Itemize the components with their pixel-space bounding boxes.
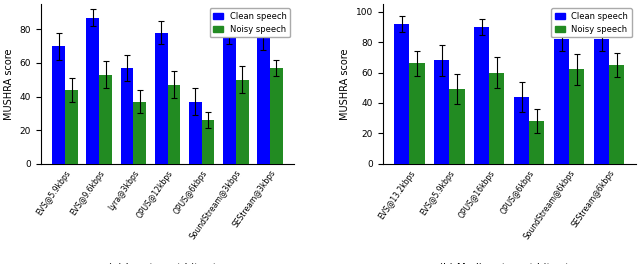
Bar	[65, 90, 78, 164]
Bar	[223, 36, 236, 164]
Bar	[134, 102, 147, 164]
Bar	[52, 46, 65, 164]
Bar	[168, 85, 180, 164]
Bar	[529, 121, 545, 164]
Bar	[99, 75, 113, 164]
Legend: Clean speech, Noisy speech: Clean speech, Noisy speech	[552, 8, 632, 37]
Bar	[609, 65, 625, 164]
Y-axis label: MUSHRA score: MUSHRA score	[4, 48, 14, 120]
Bar	[394, 24, 410, 164]
Y-axis label: MUSHRA score: MUSHRA score	[340, 48, 350, 120]
Bar	[554, 39, 569, 164]
Bar	[594, 39, 609, 164]
Bar	[189, 102, 202, 164]
Legend: Clean speech, Noisy speech: Clean speech, Noisy speech	[210, 8, 290, 37]
Bar	[236, 80, 248, 164]
Text: (a) Low target bit-rate.: (a) Low target bit-rate.	[108, 263, 227, 264]
Text: (b) Medium target bit-rate.: (b) Medium target bit-rate.	[439, 263, 579, 264]
Bar	[155, 33, 168, 164]
Bar	[257, 38, 269, 164]
Bar	[490, 73, 504, 164]
Bar	[202, 120, 214, 164]
Bar	[569, 69, 584, 164]
Bar	[434, 60, 449, 164]
Bar	[514, 97, 529, 164]
Bar	[86, 18, 99, 164]
Bar	[410, 63, 424, 164]
Bar	[449, 89, 465, 164]
Bar	[474, 27, 490, 164]
Bar	[269, 68, 283, 164]
Bar	[120, 68, 134, 164]
